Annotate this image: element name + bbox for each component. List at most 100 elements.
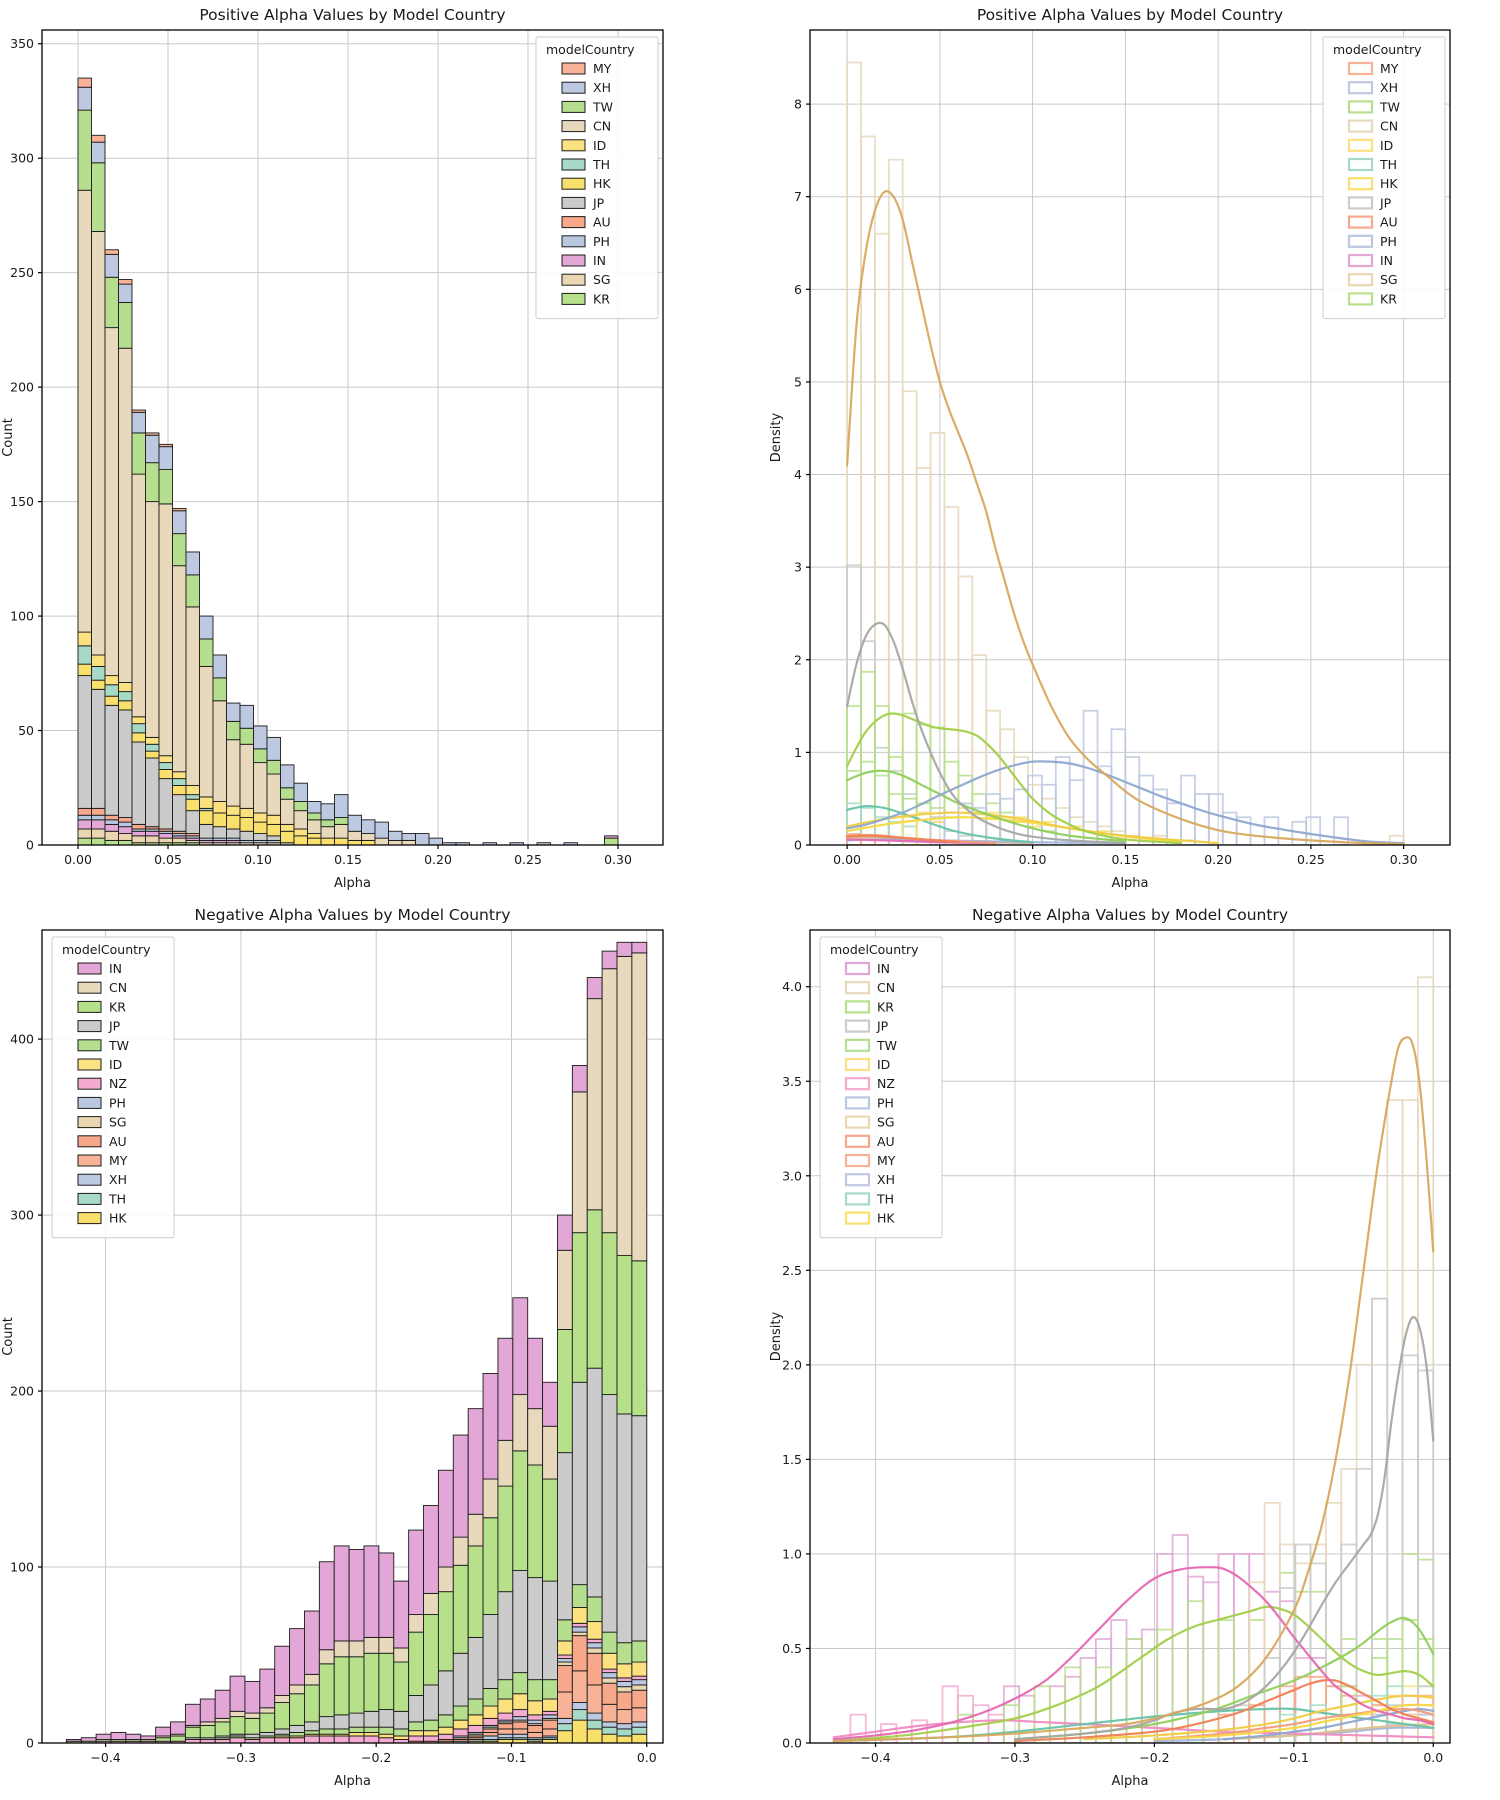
- legend-patch-MY: [77, 1154, 102, 1167]
- bar-segment-KR: [77, 837, 92, 845]
- bar-segment-CN: [527, 1408, 544, 1466]
- legend: modelCountry IN CN KR JP TW ID NZ PH SG AU MY XH TH HK: [819, 936, 943, 1239]
- bar-segment-ID: [571, 1607, 588, 1624]
- bar-segment-PH: [118, 821, 133, 828]
- bar-segment-CN: [437, 1566, 454, 1593]
- bar-segment-TH: [571, 1709, 588, 1721]
- bar-segment-HK: [131, 732, 146, 743]
- bar-segment-ID: [199, 796, 214, 809]
- plot-border: [41, 929, 664, 1744]
- density-bar-IN: [1018, 1694, 1036, 1743]
- bar-segment-HK: [307, 837, 322, 845]
- bar-segment-PH: [616, 1680, 633, 1688]
- bar-segment-KR: [557, 1329, 573, 1454]
- bar-segment-KR: [318, 1663, 335, 1718]
- bar-segment-IN: [631, 941, 648, 954]
- legend-patch-SG: [844, 1115, 871, 1129]
- bar-segment-KR: [616, 1255, 633, 1415]
- bar-segment-CN: [333, 1640, 350, 1658]
- chart-svg-neg-count: Negative Alpha Values by Model Country −0…: [1, 906, 664, 1789]
- legend-title: modelCountry: [62, 942, 151, 957]
- y-axis-label: Density: [769, 1311, 784, 1361]
- density-bar-CN: [1388, 834, 1405, 845]
- plot-border: [41, 29, 664, 846]
- bar-segment-JP: [145, 757, 160, 828]
- bar-segment-AU: [482, 1728, 499, 1733]
- axes-ticks: −0.4 −0.3 −0.2 −0.1 0.0 0 100 200 300 400: [10, 1032, 657, 1765]
- bar-segment-HK: [557, 1730, 573, 1743]
- bar-segment-CN: [320, 826, 335, 839]
- legend-item-XH: XH: [844, 1172, 895, 1187]
- bar-segment-TW: [408, 1721, 424, 1732]
- legend-label-ID: ID: [593, 138, 606, 153]
- bar-segment-PH: [631, 1679, 648, 1686]
- bar-segment-JP: [467, 1636, 484, 1700]
- plot-area: [77, 77, 619, 845]
- bar-segment-ID: [542, 1698, 558, 1712]
- bar-segment-XH: [307, 801, 322, 814]
- density-bar-CN: [1401, 1099, 1419, 1743]
- stacked-bars: [65, 941, 648, 1743]
- bar-segment-NZ: [542, 1710, 558, 1716]
- legend-item-KR: KR: [561, 291, 610, 306]
- legend-label-TW: TW: [592, 99, 613, 114]
- bar-segment-TW: [118, 301, 133, 349]
- bar-segment-IN: [199, 1698, 216, 1723]
- bar-segment-ID: [393, 1735, 410, 1740]
- bar-segment-ID: [226, 805, 241, 816]
- bar-segment-IN: [289, 1628, 305, 1686]
- bar-segment-PH: [586, 1642, 603, 1649]
- bar-segment-TH: [158, 762, 173, 770]
- kde-curve-NZ: [832, 1719, 1435, 1739]
- bar-segment-IN: [158, 833, 173, 839]
- bar-segment-CN: [91, 231, 106, 656]
- bar-segment-ID: [118, 682, 133, 693]
- legend-patch-TW: [561, 100, 586, 113]
- bar-segment-KR: [586, 1209, 603, 1369]
- bar-segment-KR: [512, 1450, 529, 1571]
- legend-label-JP: JP: [592, 195, 605, 210]
- bar-segment-TW: [307, 812, 322, 821]
- bar-segment-JP: [408, 1695, 424, 1723]
- plot-area: [65, 941, 648, 1743]
- bar-segment-IN: [145, 830, 160, 837]
- bar-segment-KR: [199, 1724, 216, 1739]
- legend-label-TW: TW: [1379, 99, 1400, 114]
- legend-item-PH: PH: [561, 234, 610, 249]
- legend-patch-TH: [1347, 157, 1374, 172]
- bar-segment-CN: [601, 968, 618, 1234]
- bar-segment-HK: [616, 1735, 633, 1743]
- bar-segment-MY: [527, 1731, 544, 1739]
- bar-segment-CN: [259, 1707, 276, 1714]
- bar-segment-ID: [452, 1719, 469, 1730]
- bar-segment-MY: [91, 134, 106, 143]
- legend-item-NZ: NZ: [77, 1076, 127, 1091]
- legend-label-TH: TH: [876, 1191, 894, 1206]
- bar-segment-CN: [229, 1710, 246, 1718]
- bar-segment-NZ: [378, 1737, 395, 1743]
- kde-curve-HK: [1153, 1703, 1435, 1741]
- legend-patch-TH: [844, 1192, 871, 1206]
- bar-segment-XH: [512, 1733, 529, 1739]
- bar-segment-NZ: [437, 1733, 454, 1740]
- bar-segment-HK: [226, 814, 241, 830]
- density-bar-CN: [929, 431, 946, 845]
- bar-segment-XH: [239, 704, 254, 729]
- bar-segment-XH: [266, 736, 281, 761]
- bar-segment-HK: [158, 769, 173, 780]
- legend-label-SG: SG: [1380, 272, 1398, 287]
- bar-segment-IN: [467, 1408, 484, 1515]
- y-tick-label: 0: [26, 838, 34, 853]
- x-tick-label: −0.4: [90, 1750, 120, 1765]
- bar-segment-AU: [631, 1689, 648, 1709]
- chart-title: Positive Alpha Values by Model Country: [977, 6, 1283, 24]
- bar-segment-TW: [363, 1726, 380, 1733]
- bar-segment-NZ: [348, 1735, 365, 1743]
- bar-segment-KR: [378, 1652, 395, 1711]
- legend-label-JP: JP: [108, 1019, 121, 1034]
- bar-segment-NZ: [571, 1622, 588, 1628]
- bar-segment-PH: [104, 819, 119, 825]
- bar-segment-CN: [401, 839, 416, 845]
- bar-segment-JP: [333, 1714, 350, 1730]
- bar-segment-KR: [333, 1656, 350, 1716]
